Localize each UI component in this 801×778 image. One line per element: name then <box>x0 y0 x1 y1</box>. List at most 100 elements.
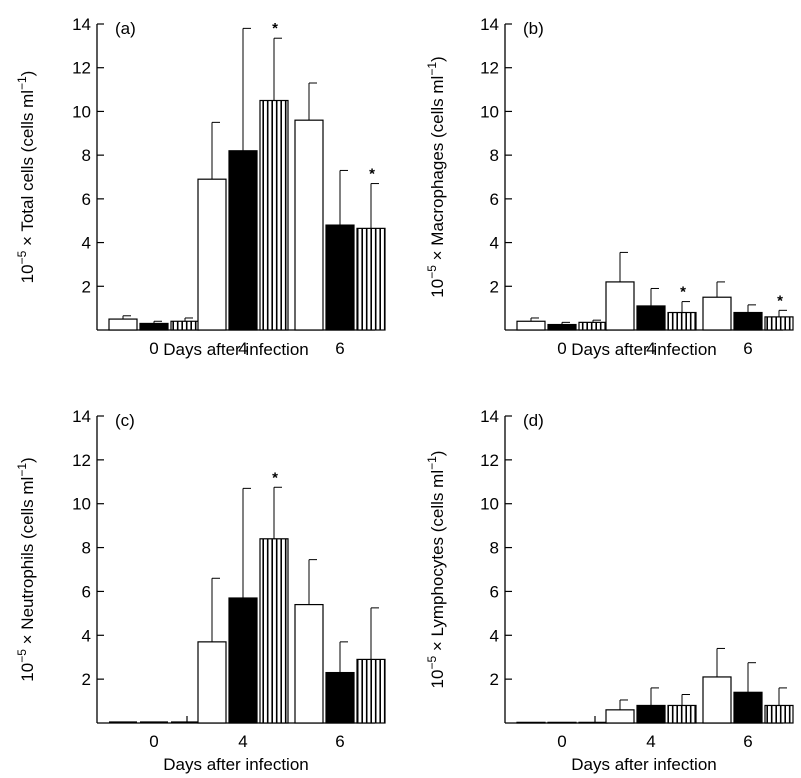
y-tick-label: 8 <box>82 146 91 165</box>
bar-open-day-4 <box>605 709 635 724</box>
bar-striped-day-4 <box>259 538 289 724</box>
x-tick-label: 4 <box>646 732 655 751</box>
y-axis-title-text: × Total cells (cells ml <box>18 90 37 251</box>
panel-label: (c) <box>115 411 135 430</box>
panel-label: (b) <box>523 19 544 38</box>
bar-striped-day-4 <box>667 704 697 724</box>
y-tick-label: 14 <box>72 407 91 426</box>
x-tick-label: 4 <box>238 732 247 751</box>
bar-solid-day-6 <box>733 311 763 331</box>
y-tick-label: 2 <box>490 277 499 296</box>
x-tick-label: 0 <box>557 339 566 358</box>
y-axis-title-text: 10 <box>18 663 37 682</box>
x-tick-label: 4 <box>646 339 655 358</box>
bar-open-day-4 <box>197 178 227 331</box>
y-tick-label: 14 <box>72 15 91 34</box>
bar-solid-day-4 <box>636 704 666 724</box>
y-tick-label: 4 <box>82 234 91 253</box>
panel-a: 2 4 6 8 10 12 14 0 * 4 * 6 (a) Days after infection 10… <box>15 15 386 359</box>
bar-open-day-0 <box>108 318 138 331</box>
y-axis-title-superscript: −5 <box>15 649 29 663</box>
bar-solid-day-0 <box>547 721 577 724</box>
significance-marker: * <box>272 469 278 486</box>
panel-label: (d) <box>523 411 544 430</box>
panel-b: 2 4 6 8 10 12 14 0 * 4 * 6 (b) Days after infection 10… <box>425 15 794 359</box>
y-tick-label: 6 <box>82 190 91 209</box>
bar-open-day-4 <box>605 281 635 331</box>
x-tick-label: 4 <box>238 339 247 358</box>
bar-solid-day-4 <box>228 150 258 331</box>
x-tick-label: 6 <box>335 339 344 358</box>
y-tick-label: 10 <box>72 102 91 121</box>
y-axis-title-superscript: −1 <box>15 76 29 90</box>
y-axis-title-superscript: −1 <box>15 463 29 477</box>
x-tick-label: 6 <box>743 732 752 751</box>
y-axis-title-text: ) <box>18 71 37 77</box>
y-tick-label: 2 <box>82 277 91 296</box>
y-axis-title-text: 10 <box>428 279 447 298</box>
y-tick-label: 8 <box>490 539 499 558</box>
y-axis-title-text: × Lymphocytes (cells ml <box>428 470 447 656</box>
y-axis-title: 10−5 × Lymphocytes (cells ml−1) <box>425 451 447 689</box>
y-tick-label: 2 <box>490 670 499 689</box>
y-axis-title-text: 10 <box>428 670 447 689</box>
significance-marker: * <box>680 284 686 301</box>
y-tick-label: 4 <box>490 626 499 645</box>
y-tick-label: 4 <box>82 626 91 645</box>
x-axis-title: Days after infection <box>163 340 309 359</box>
bar-solid-day-4 <box>228 597 258 724</box>
y-tick-label: 8 <box>82 539 91 558</box>
bar-striped-day-4 <box>667 311 697 331</box>
y-axis-title-text: ) <box>18 457 37 463</box>
y-axis-title-text: ) <box>428 56 447 62</box>
y-axis-title-text: ) <box>428 451 447 457</box>
x-axis-title: Days after infection <box>571 340 717 359</box>
bar-striped-day-0 <box>578 321 608 331</box>
bar-solid-day-0 <box>139 322 169 331</box>
y-axis-title: 10−5 × Neutrophils (cells ml−1) <box>15 457 37 681</box>
y-tick-label: 10 <box>72 495 91 514</box>
bar-striped-day-0 <box>170 320 200 331</box>
x-tick-label: 0 <box>149 339 158 358</box>
panel-label: (a) <box>115 19 136 38</box>
bar-open-day-6 <box>702 676 732 724</box>
y-tick-label: 12 <box>480 451 499 470</box>
y-tick-label: 12 <box>72 59 91 78</box>
x-tick-label: 0 <box>149 732 158 751</box>
bar-open-day-0 <box>516 721 546 724</box>
y-tick-label: 4 <box>490 234 499 253</box>
y-axis-title: 10−5 × Total cells (cells ml−1) <box>15 71 37 284</box>
y-tick-label: 10 <box>480 495 499 514</box>
x-tick-label: 6 <box>335 732 344 751</box>
y-tick-label: 12 <box>480 59 499 78</box>
bar-open-day-6 <box>294 603 324 724</box>
x-axis-title: Days after infection <box>163 755 309 774</box>
significance-marker: * <box>369 166 375 183</box>
bar-solid-day-6 <box>733 691 763 724</box>
bar-striped-day-6 <box>356 658 386 724</box>
bar-open-day-4 <box>197 641 227 724</box>
y-tick-label: 6 <box>490 190 499 209</box>
bar-striped-day-6 <box>764 704 794 724</box>
y-tick-label: 2 <box>82 670 91 689</box>
y-axis-title-superscript: −1 <box>425 62 439 76</box>
y-axis-title-superscript: −5 <box>15 250 29 264</box>
y-tick-label: 10 <box>480 102 499 121</box>
y-axis-title-superscript: −5 <box>425 656 439 670</box>
bar-solid-day-0 <box>547 323 577 331</box>
y-tick-label: 6 <box>490 582 499 601</box>
y-tick-label: 14 <box>480 15 499 34</box>
y-axis-title-text: × Neutrophils (cells ml <box>18 477 37 649</box>
bar-open-day-6 <box>702 296 732 331</box>
x-tick-label: 0 <box>557 732 566 751</box>
x-axis-title: Days after infection <box>571 755 717 774</box>
bar-open-day-0 <box>516 320 546 331</box>
y-axis-title-text: × Macrophages (cells ml <box>428 76 447 265</box>
y-tick-label: 14 <box>480 407 499 426</box>
bar-striped-day-4 <box>259 99 289 331</box>
bar-open-day-6 <box>294 119 324 331</box>
bar-solid-day-6 <box>325 224 355 331</box>
